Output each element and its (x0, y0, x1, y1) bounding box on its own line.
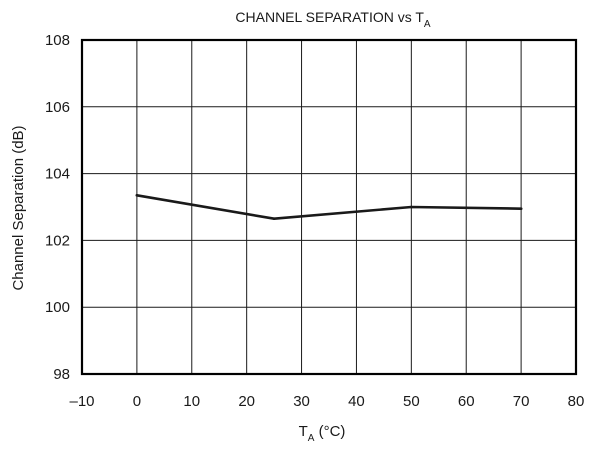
data-point (519, 207, 523, 210)
x-tick-label: 40 (348, 393, 365, 410)
y-tick-label: 108 (45, 32, 70, 49)
x-tick-label: 20 (238, 393, 255, 410)
x-axis-title-main: T (299, 423, 308, 440)
x-tick-label: 80 (568, 393, 585, 410)
y-axis-title: Channel Separation (dB) (10, 125, 27, 290)
y-tick-label: 104 (45, 166, 70, 183)
x-tick-label: 10 (183, 393, 200, 410)
chart-title-main: CHANNEL SEPARATION vs T (235, 9, 424, 25)
y-tick-label: 98 (53, 366, 70, 383)
data-point (135, 194, 139, 197)
x-tick-labels: –10 0 10 20 30 40 50 60 70 80 (69, 393, 584, 410)
y-tick-label: 102 (45, 232, 70, 249)
grid-lines (82, 40, 576, 374)
chart-title: CHANNEL SEPARATION vs TA (235, 9, 431, 30)
x-axis-title-subscript: A (308, 433, 315, 444)
x-tick-label: –10 (69, 393, 94, 410)
data-point (272, 217, 276, 220)
x-tick-label: 0 (133, 393, 141, 410)
y-tick-label: 100 (45, 299, 70, 316)
x-tick-label: 70 (513, 393, 530, 410)
plot-frame (80, 38, 578, 376)
series-line (135, 194, 523, 220)
y-tick-labels: 98 100 102 104 106 108 (45, 32, 70, 383)
data-point (410, 205, 413, 209)
x-axis-title: TA (°C) (299, 423, 346, 444)
x-tick-label: 60 (458, 393, 475, 410)
chart-title-subscript: A (424, 19, 431, 30)
x-axis-title-unit: (°C) (314, 423, 345, 440)
x-tick-label: 50 (403, 393, 420, 410)
y-tick-label: 106 (45, 99, 70, 116)
series-layer (135, 194, 523, 220)
x-tick-label: 30 (293, 393, 310, 410)
